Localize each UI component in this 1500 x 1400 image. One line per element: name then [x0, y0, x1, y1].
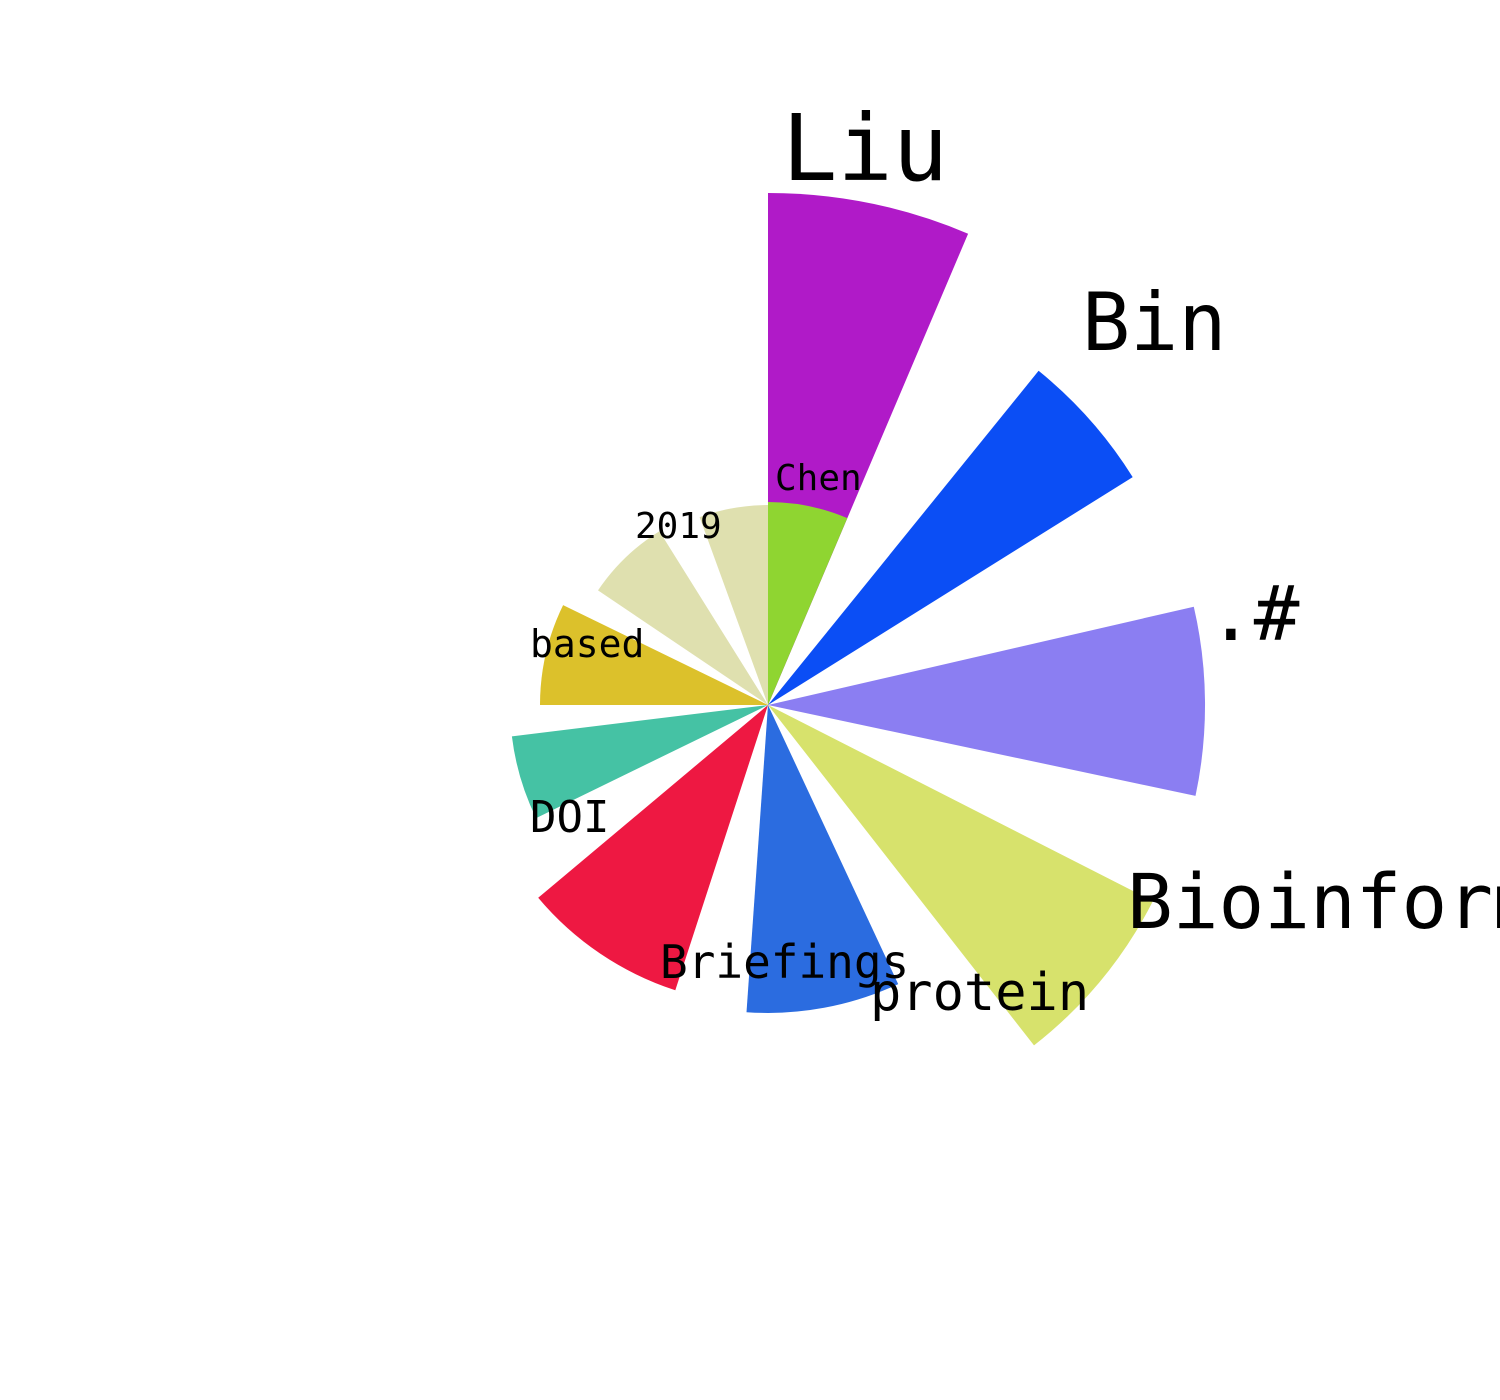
- label-bin: Bin: [1082, 276, 1227, 369]
- wedge-briefings: [538, 705, 768, 991]
- label-bioinformatics: Bioinformatics: [1127, 857, 1500, 946]
- wedge-bin: [768, 370, 1133, 705]
- label-liu: Liu: [782, 95, 948, 202]
- label-protein: protein: [870, 963, 1089, 1023]
- wedge--: [768, 606, 1206, 796]
- label-doi: DOI: [530, 792, 609, 843]
- label-2019: 2019: [635, 506, 722, 547]
- wedge-unlabeled: [511, 705, 768, 819]
- wedge-2019: [699, 505, 768, 705]
- label-chen: Chen: [775, 458, 862, 499]
- wedge-based: [598, 531, 768, 705]
- label-based: based: [530, 622, 644, 666]
- wedge-layer: [511, 193, 1206, 1046]
- label-briefings: Briefings: [660, 935, 909, 989]
- wedge-bioinformatics: [768, 705, 1153, 1046]
- wedge-inner-chen: [768, 502, 848, 705]
- wedge-doi: [540, 605, 768, 705]
- wedge-protein: [746, 705, 899, 1013]
- label--: .#: [1208, 569, 1300, 658]
